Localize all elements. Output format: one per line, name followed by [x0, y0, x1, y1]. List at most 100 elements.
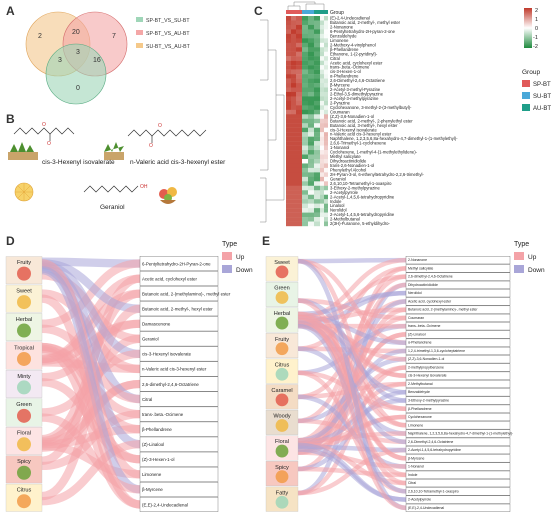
sankey-compound-label: Geraniol: [142, 337, 159, 342]
heatmap-row-label: β-Myrcene: [330, 83, 351, 88]
heatmap-cell: [302, 190, 308, 195]
sankey-compound-box: [405, 305, 511, 314]
heatmap-cell: [302, 118, 308, 124]
category-icon: [275, 470, 289, 484]
heatmap-cell: [291, 100, 296, 106]
venn-count-only1: 2: [38, 33, 42, 40]
heatmap-cell: [291, 109, 296, 115]
sankey-compound-label: Butanoic acid, 2-(methylamino)-, methyl …: [408, 308, 478, 312]
heatmap-cell: [302, 87, 308, 93]
heatmap-cell: [291, 33, 296, 39]
heatmap-cell: [302, 194, 308, 200]
heatmap-cell: [286, 123, 291, 128]
sankey-compound-label: 2-Methylbutanal: [408, 382, 433, 386]
heatmap-cell: [314, 217, 320, 222]
heatmap-cell: [320, 190, 324, 195]
heatmap-row-label: 2-Acetylpyrrole: [330, 190, 359, 195]
heatmap-cell: [320, 163, 324, 169]
heatmap-row-label: Ethanone, 1-(2-pyridinyl)-: [330, 51, 378, 56]
scale-label-2: 2: [535, 8, 538, 14]
heatmap-cell: [302, 83, 308, 88]
heatmap-cell: [314, 190, 320, 195]
heatmap-cell: [286, 150, 291, 155]
heatmap-cell: [308, 132, 314, 137]
heatmap-cell: [291, 60, 296, 66]
sankey-e-legend-down: Down: [528, 267, 545, 274]
group-legend-sp: SP-BT: [533, 82, 551, 88]
category-icon: [17, 408, 31, 423]
category-icon: [17, 323, 31, 338]
heatmap-row-label: cis-3-Hexen-1-ol: [330, 69, 361, 74]
sankey-compound-label: Coumaran: [408, 316, 424, 320]
category-icon: [17, 266, 31, 281]
sankey-compound-label: (Z)-Linalool: [408, 332, 426, 336]
heatmap-cell: [302, 109, 308, 115]
sankey-category-floral: Floral: [265, 435, 299, 461]
heatmap-cell: [324, 83, 328, 88]
heatmap-cell: [314, 69, 320, 75]
heatmap-cell: [296, 158, 302, 164]
heatmap-cell: [308, 154, 314, 160]
sankey-d-legend-up-swatch: [222, 252, 232, 260]
heatmap-cell: [308, 212, 314, 218]
heatmap-row-label: Butanoic acid, 2-methyl-, methyl ester: [330, 20, 401, 25]
sankey-compound-label: 1-Nonanol: [408, 465, 424, 469]
heatmap-cell: [296, 190, 302, 195]
heatmap-cell: [291, 123, 296, 128]
sankey-category-label: Minty: [17, 374, 31, 380]
heatmap-cell: [320, 136, 324, 142]
heatmap-cell: [324, 217, 328, 222]
heatmap-cell: [302, 78, 308, 84]
heatmap-cell: [296, 60, 302, 66]
heatmap-cell: [302, 185, 308, 191]
heatmap-cell: [314, 212, 320, 218]
heatmap-cell: [314, 33, 320, 39]
heatmap-cell: [320, 118, 324, 124]
heatmap-cell: [320, 51, 324, 57]
heatmap-cell: [314, 78, 320, 84]
sankey-category-fatty: Fatty: [265, 486, 299, 512]
sankey-compound-label: 3-Ethoxy-2-methylpyrazine: [408, 399, 449, 403]
sankey-compound-box: [405, 272, 511, 281]
sankey-compound-box: [405, 446, 511, 455]
heatmap-cell: [286, 109, 291, 115]
heatmap-cell: [296, 42, 302, 48]
compound-structures: O O O O cis-3-Hexenyl isovalerate n-Vale…: [8, 122, 226, 211]
heatmap-cell: [296, 212, 302, 218]
heatmap-cell: [302, 221, 308, 227]
heatmap-cell: [314, 203, 320, 209]
heatmap-cell: [302, 38, 308, 44]
heatmap-cell: [314, 29, 320, 35]
heatmap-cell: [320, 123, 324, 128]
sankey-compound-box: [139, 406, 219, 422]
heatmap-cell: [302, 24, 308, 30]
heatmap-cell: [296, 105, 302, 111]
heatmap-cell: [314, 60, 320, 66]
sankey-category-label: Fruity: [17, 260, 31, 266]
sankey-compound-box: [405, 413, 511, 422]
heatmap-cell: [324, 56, 328, 61]
heatmap-cell: [296, 87, 302, 93]
sankey-compound-label: Limonene: [408, 423, 423, 427]
heatmap-cell: [286, 212, 291, 218]
heatmap-cell: [302, 141, 308, 146]
heatmap-cell: [291, 114, 296, 119]
heatmap-cell: [302, 91, 308, 97]
sankey-compound-label: 2-methylpropylbenzene: [408, 365, 444, 369]
category-icon: [17, 380, 31, 395]
heatmap-cell: [308, 24, 314, 30]
sankey-compound-box: [405, 437, 511, 446]
panel-label-e: E: [262, 234, 271, 248]
heatmap-cell: [286, 132, 291, 137]
heatmap-cell: [286, 78, 291, 84]
heatmap-cell: [302, 20, 308, 26]
heatmap-cell: [291, 208, 296, 213]
category-icon: [17, 494, 31, 509]
sankey-compound-box: [139, 482, 219, 497]
sankey-flow: [41, 294, 141, 509]
heatmap-cell: [320, 212, 324, 218]
sankey-d-legend-down: Down: [236, 267, 253, 274]
heatmap-cell: [296, 172, 302, 178]
heatmap-cell: [320, 33, 324, 39]
sankey-compound-label: trans-.beta.-Ocimene: [142, 412, 184, 417]
